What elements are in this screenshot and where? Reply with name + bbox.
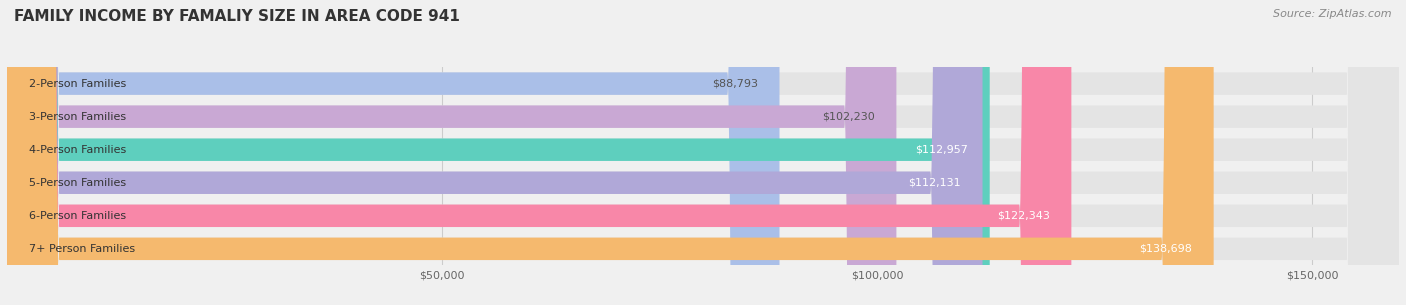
Text: 2-Person Families: 2-Person Families — [28, 79, 127, 89]
FancyBboxPatch shape — [7, 0, 1071, 305]
FancyBboxPatch shape — [7, 0, 1213, 305]
Text: $122,343: $122,343 — [997, 211, 1050, 221]
Text: FAMILY INCOME BY FAMALIY SIZE IN AREA CODE 941: FAMILY INCOME BY FAMALIY SIZE IN AREA CO… — [14, 9, 460, 24]
Text: 3-Person Families: 3-Person Families — [28, 112, 127, 122]
Text: $112,131: $112,131 — [908, 178, 960, 188]
FancyBboxPatch shape — [7, 0, 983, 305]
Text: $138,698: $138,698 — [1139, 244, 1192, 254]
FancyBboxPatch shape — [7, 0, 990, 305]
FancyBboxPatch shape — [7, 0, 1399, 305]
Text: $102,230: $102,230 — [823, 112, 875, 122]
FancyBboxPatch shape — [7, 0, 779, 305]
Text: $112,957: $112,957 — [915, 145, 967, 155]
Text: 5-Person Families: 5-Person Families — [28, 178, 127, 188]
Text: 7+ Person Families: 7+ Person Families — [28, 244, 135, 254]
FancyBboxPatch shape — [7, 0, 1399, 305]
Text: Source: ZipAtlas.com: Source: ZipAtlas.com — [1274, 9, 1392, 19]
FancyBboxPatch shape — [7, 0, 1399, 305]
Text: 4-Person Families: 4-Person Families — [28, 145, 127, 155]
FancyBboxPatch shape — [7, 0, 1399, 305]
Text: $88,793: $88,793 — [711, 79, 758, 89]
FancyBboxPatch shape — [7, 0, 1399, 305]
Text: 6-Person Families: 6-Person Families — [28, 211, 127, 221]
FancyBboxPatch shape — [7, 0, 897, 305]
FancyBboxPatch shape — [7, 0, 1399, 305]
